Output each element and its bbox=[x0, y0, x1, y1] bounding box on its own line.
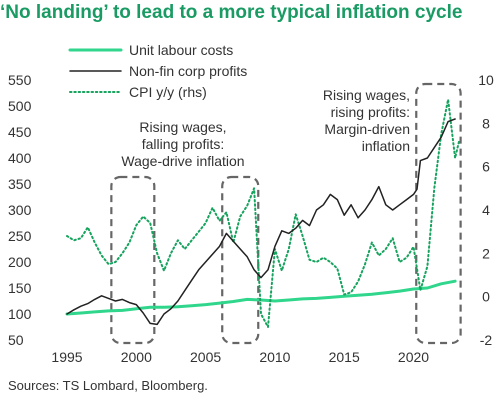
right-axis-tick-label: 2 bbox=[482, 245, 490, 261]
x-axis-tick-label: 2020 bbox=[398, 349, 429, 365]
left-axis-tick-label: 450 bbox=[8, 124, 32, 140]
right-axis-tick-label: -2 bbox=[480, 332, 493, 348]
right-axis-tick-label: 4 bbox=[482, 202, 490, 218]
annotation-text-line: rising profits: bbox=[331, 104, 410, 120]
x-axis-tick-label: 2015 bbox=[329, 349, 360, 365]
legend-label: CPI y/y (rhs) bbox=[129, 84, 207, 100]
left-axis-tick-label: 500 bbox=[8, 98, 32, 114]
series-line-cpi bbox=[66, 98, 461, 328]
annotation-text-line: Rising wages, bbox=[323, 87, 410, 103]
annotation-text-line: inflation bbox=[362, 138, 410, 154]
annotation-box bbox=[110, 175, 156, 345]
left-axis-tick-label: 400 bbox=[8, 150, 32, 166]
annotation-text-line: Rising wages, bbox=[139, 119, 226, 135]
legend-label: Unit labour costs bbox=[129, 42, 233, 58]
annotation-boxes bbox=[110, 82, 462, 345]
x-axis-tick-label: 2005 bbox=[190, 349, 221, 365]
right-axis-tick-label: 0 bbox=[482, 289, 490, 305]
left-axis-tick-label: 250 bbox=[8, 228, 32, 244]
annotation-text-line: Margin-driven bbox=[324, 121, 410, 137]
right-axis: -2 0 2 4 6 8 10 bbox=[478, 72, 494, 348]
left-axis-tick-label: 50 bbox=[8, 332, 24, 348]
annotation-text-line: Wage-drive inflation bbox=[121, 153, 244, 169]
series-lines bbox=[65, 98, 461, 328]
annotation-box bbox=[221, 175, 260, 345]
chart-title: ‘No landing’ to lead to a more typical i… bbox=[0, 2, 463, 23]
legend: Unit labour costs Non-fin corp profits CPI… bbox=[68, 42, 247, 100]
x-axis-tick-label: 2000 bbox=[121, 349, 152, 365]
x-axis-tick-label: 1995 bbox=[51, 349, 82, 365]
annotation-box bbox=[415, 82, 462, 345]
left-axis-tick-label: 100 bbox=[8, 306, 32, 322]
annotation-texts: Rising wages,falling profits:Wage-drive … bbox=[121, 87, 410, 169]
left-axis-tick-label: 550 bbox=[8, 72, 32, 88]
legend-label: Non-fin corp profits bbox=[129, 63, 247, 79]
right-axis-tick-label: 6 bbox=[482, 159, 490, 175]
right-axis-tick-label: 10 bbox=[478, 72, 494, 88]
left-axis-tick-label: 350 bbox=[8, 176, 32, 192]
left-axis-tick-label: 150 bbox=[8, 280, 32, 296]
annotation-text-line: falling profits: bbox=[142, 136, 224, 152]
left-axis-tick-label: 200 bbox=[8, 254, 32, 270]
x-axis: 1995 2000 2005 2010 2015 2020 bbox=[51, 349, 429, 365]
source-note: Sources: TS Lombard, Bloomberg. bbox=[8, 378, 208, 393]
series-line-profits bbox=[66, 118, 456, 326]
line-chart: 50 100 150 200 250 300 350 400 450 500 550 -2 0 2 4 6 8… bbox=[8, 42, 494, 365]
left-axis: 50 100 150 200 250 300 350 400 450 500 550 bbox=[8, 72, 32, 348]
right-axis-tick-label: 8 bbox=[482, 115, 490, 131]
left-axis-tick-label: 300 bbox=[8, 202, 32, 218]
x-axis-tick-label: 2010 bbox=[259, 349, 290, 365]
